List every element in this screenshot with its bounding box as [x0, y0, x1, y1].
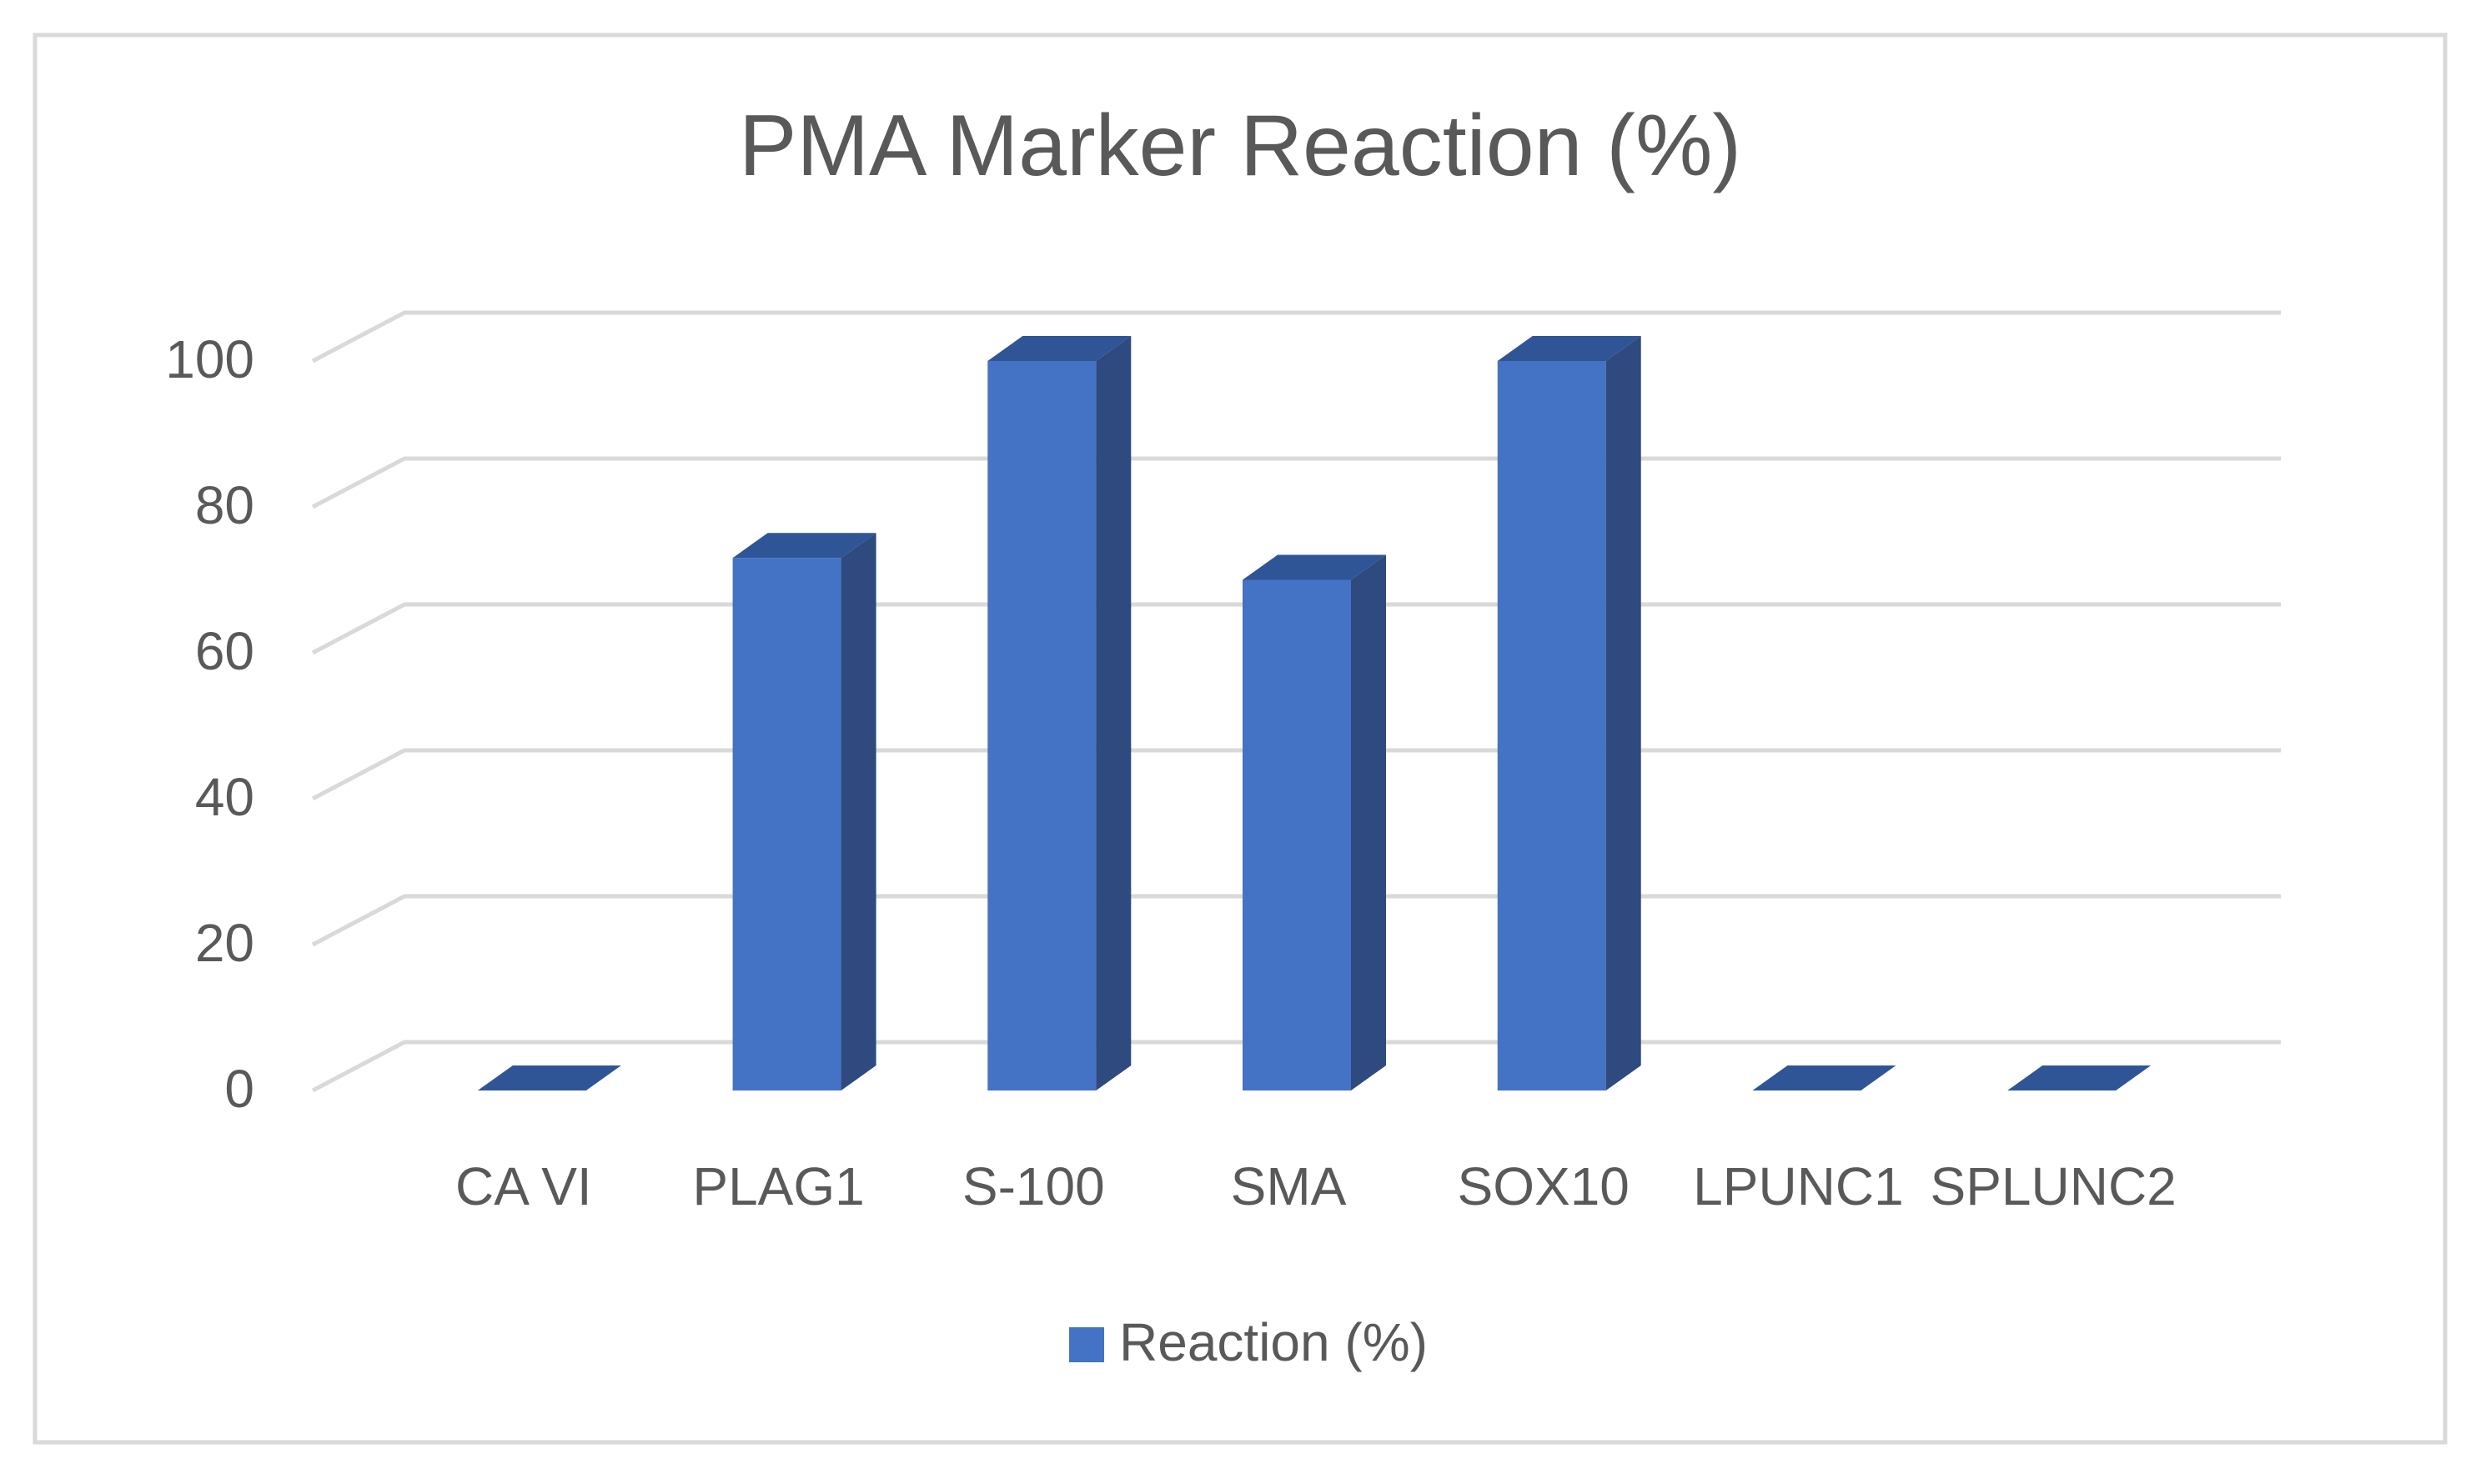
gridline: [311, 894, 2281, 947]
legend-swatch: [1069, 1327, 1104, 1362]
gridline: [311, 1040, 2281, 1093]
bar-top: [732, 533, 876, 559]
bar-front: [732, 558, 841, 1090]
bar-top: [477, 1065, 621, 1090]
y-tick-label: 80: [195, 475, 254, 535]
bar-plag1: [732, 533, 876, 1090]
bar-s-100: [987, 336, 1132, 1090]
bar-top: [1243, 554, 1386, 580]
bar-top: [987, 336, 1132, 361]
y-axis-ticks: 0 20 40 60 80 100: [165, 329, 254, 1119]
legend-label: Reaction (%): [1119, 1312, 1428, 1372]
bar-side: [1351, 554, 1386, 1090]
bar-top: [1497, 336, 1641, 361]
bar-front: [987, 361, 1097, 1090]
bar-side: [1096, 336, 1132, 1090]
x-tick-label: PLAG1: [692, 1156, 864, 1216]
gridline: [311, 456, 2281, 509]
x-tick-label: LPUNC1: [1693, 1156, 1904, 1216]
bar-front: [1243, 579, 1351, 1090]
x-tick-label: S-100: [962, 1156, 1105, 1216]
y-tick-label: 40: [195, 767, 254, 827]
y-tick-label: 20: [195, 913, 254, 973]
chart-border: [33, 33, 2448, 1445]
gridline: [311, 748, 2281, 801]
bar-ca-vi: [477, 1065, 621, 1090]
x-tick-label: SPLUNC2: [1931, 1156, 2177, 1216]
bar-side: [1605, 336, 1641, 1090]
bar-sma: [1243, 554, 1386, 1090]
x-tick-label: CA VI: [455, 1156, 592, 1216]
grid-layer: [311, 310, 2281, 1093]
legend: Reaction (%): [1069, 1312, 1428, 1372]
bar-top: [1752, 1065, 1896, 1090]
bar-side: [841, 533, 876, 1090]
x-tick-label: SOX10: [1458, 1156, 1630, 1216]
y-tick-label: 100: [165, 329, 254, 389]
y-tick-label: 0: [224, 1059, 254, 1119]
bar-lpunc1: [1752, 1065, 1896, 1090]
y-tick-label: 60: [195, 621, 254, 681]
chart-title: PMA Marker Reaction (%): [739, 98, 1741, 194]
bar-layer: [477, 336, 2152, 1090]
bar-splunc2: [2007, 1065, 2152, 1090]
x-tick-label: SMA: [1231, 1156, 1347, 1216]
gridline: [311, 602, 2281, 655]
bar-front: [1497, 361, 1606, 1090]
bar-top: [2007, 1065, 2152, 1090]
x-axis-ticks: CA VI PLAG1 S-100 SMA SOX10 LPUNC1 SPLUNC2: [455, 1156, 2177, 1216]
bar-sox10: [1497, 336, 1641, 1090]
gridline: [311, 310, 2281, 363]
